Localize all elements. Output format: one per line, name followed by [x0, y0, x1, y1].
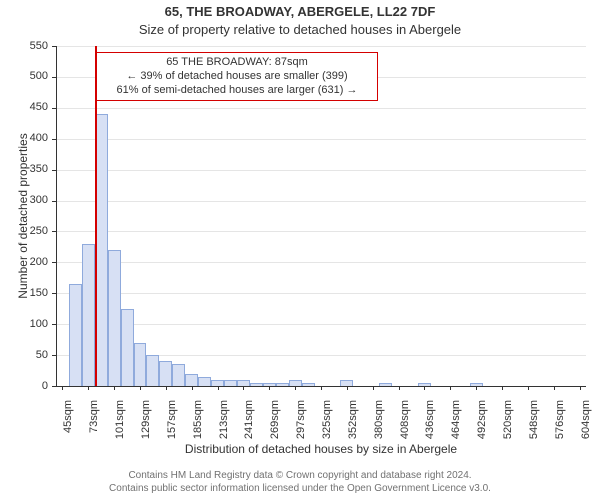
xtick-label: 45sqm — [62, 400, 74, 460]
xtick-label: 185sqm — [192, 400, 204, 460]
xtick-mark — [580, 386, 581, 390]
ytick-label: 400 — [0, 132, 48, 144]
xtick-mark — [166, 386, 167, 390]
xtick-mark — [321, 386, 322, 390]
histogram-bar — [108, 250, 121, 386]
gridline — [56, 324, 586, 325]
xtick-label: 464sqm — [450, 400, 462, 460]
ytick-label: 100 — [0, 318, 48, 330]
xtick-mark — [140, 386, 141, 390]
gridline — [56, 108, 586, 109]
annotation-line: 61% of semi-detached houses are larger (… — [103, 84, 371, 98]
ytick-label: 200 — [0, 256, 48, 268]
xtick-label: 436sqm — [424, 400, 436, 460]
histogram-bar — [69, 284, 82, 386]
xtick-mark — [62, 386, 63, 390]
credits-line: Contains public sector information licen… — [0, 483, 600, 496]
ytick-label: 300 — [0, 194, 48, 206]
annotation-line: 65 THE BROADWAY: 87sqm — [103, 56, 371, 70]
y-axis-line — [56, 46, 57, 386]
xtick-mark — [424, 386, 425, 390]
gridline — [56, 293, 586, 294]
ytick-label: 500 — [0, 70, 48, 82]
histogram-bar — [82, 244, 95, 386]
gridline — [56, 231, 586, 232]
xtick-mark — [88, 386, 89, 390]
credits-line: Contains HM Land Registry data © Crown c… — [0, 470, 600, 483]
xtick-mark — [243, 386, 244, 390]
xtick-label: 269sqm — [269, 400, 281, 460]
gridline — [56, 170, 586, 171]
histogram-bar — [146, 355, 159, 386]
xtick-label: 352sqm — [347, 400, 359, 460]
histogram-bar — [172, 364, 185, 386]
xtick-mark — [502, 386, 503, 390]
credits: Contains HM Land Registry data © Crown c… — [0, 470, 600, 495]
ytick-label: 0 — [0, 380, 48, 392]
xtick-label: 73sqm — [88, 400, 100, 460]
xtick-label: 213sqm — [218, 400, 230, 460]
ytick-label: 150 — [0, 287, 48, 299]
ytick-label: 50 — [0, 349, 48, 361]
xtick-mark — [295, 386, 296, 390]
xtick-mark — [528, 386, 529, 390]
xtick-mark — [192, 386, 193, 390]
xtick-mark — [114, 386, 115, 390]
xtick-label: 297sqm — [295, 400, 307, 460]
xtick-mark — [554, 386, 555, 390]
xtick-mark — [476, 386, 477, 390]
gridline — [56, 46, 586, 47]
ytick-label: 450 — [0, 101, 48, 113]
histogram-bar — [159, 361, 172, 386]
histogram-bar — [121, 309, 134, 386]
xtick-label: 157sqm — [166, 400, 178, 460]
xtick-mark — [347, 386, 348, 390]
xtick-label: 380sqm — [373, 400, 385, 460]
gridline — [56, 262, 586, 263]
ytick-label: 350 — [0, 163, 48, 175]
xtick-mark — [373, 386, 374, 390]
xtick-label: 241sqm — [243, 400, 255, 460]
xtick-label: 576sqm — [554, 400, 566, 460]
histogram-bar — [185, 374, 198, 386]
xtick-label: 408sqm — [399, 400, 411, 460]
gridline — [56, 139, 586, 140]
xtick-mark — [450, 386, 451, 390]
xtick-label: 325sqm — [321, 400, 333, 460]
xtick-label: 129sqm — [140, 400, 152, 460]
xtick-label: 604sqm — [580, 400, 592, 460]
ytick-label: 250 — [0, 225, 48, 237]
ytick-label: 550 — [0, 40, 48, 52]
histogram-bar — [198, 377, 211, 386]
xtick-mark — [399, 386, 400, 390]
histogram-bar — [134, 343, 147, 386]
xtick-mark — [269, 386, 270, 390]
annotation-box: 65 THE BROADWAY: 87sqm ← 39% of detached… — [96, 52, 378, 101]
xtick-label: 548sqm — [528, 400, 540, 460]
xtick-label: 492sqm — [476, 400, 488, 460]
chart-title: 65, THE BROADWAY, ABERGELE, LL22 7DF — [0, 4, 600, 19]
xtick-label: 101sqm — [114, 400, 126, 460]
xtick-mark — [218, 386, 219, 390]
xtick-label: 520sqm — [502, 400, 514, 460]
chart-subtitle: Size of property relative to detached ho… — [0, 22, 600, 37]
annotation-line: ← 39% of detached houses are smaller (39… — [103, 70, 371, 84]
chart-container: { "chart": { "type": "histogram", "title… — [0, 0, 600, 500]
gridline — [56, 201, 586, 202]
